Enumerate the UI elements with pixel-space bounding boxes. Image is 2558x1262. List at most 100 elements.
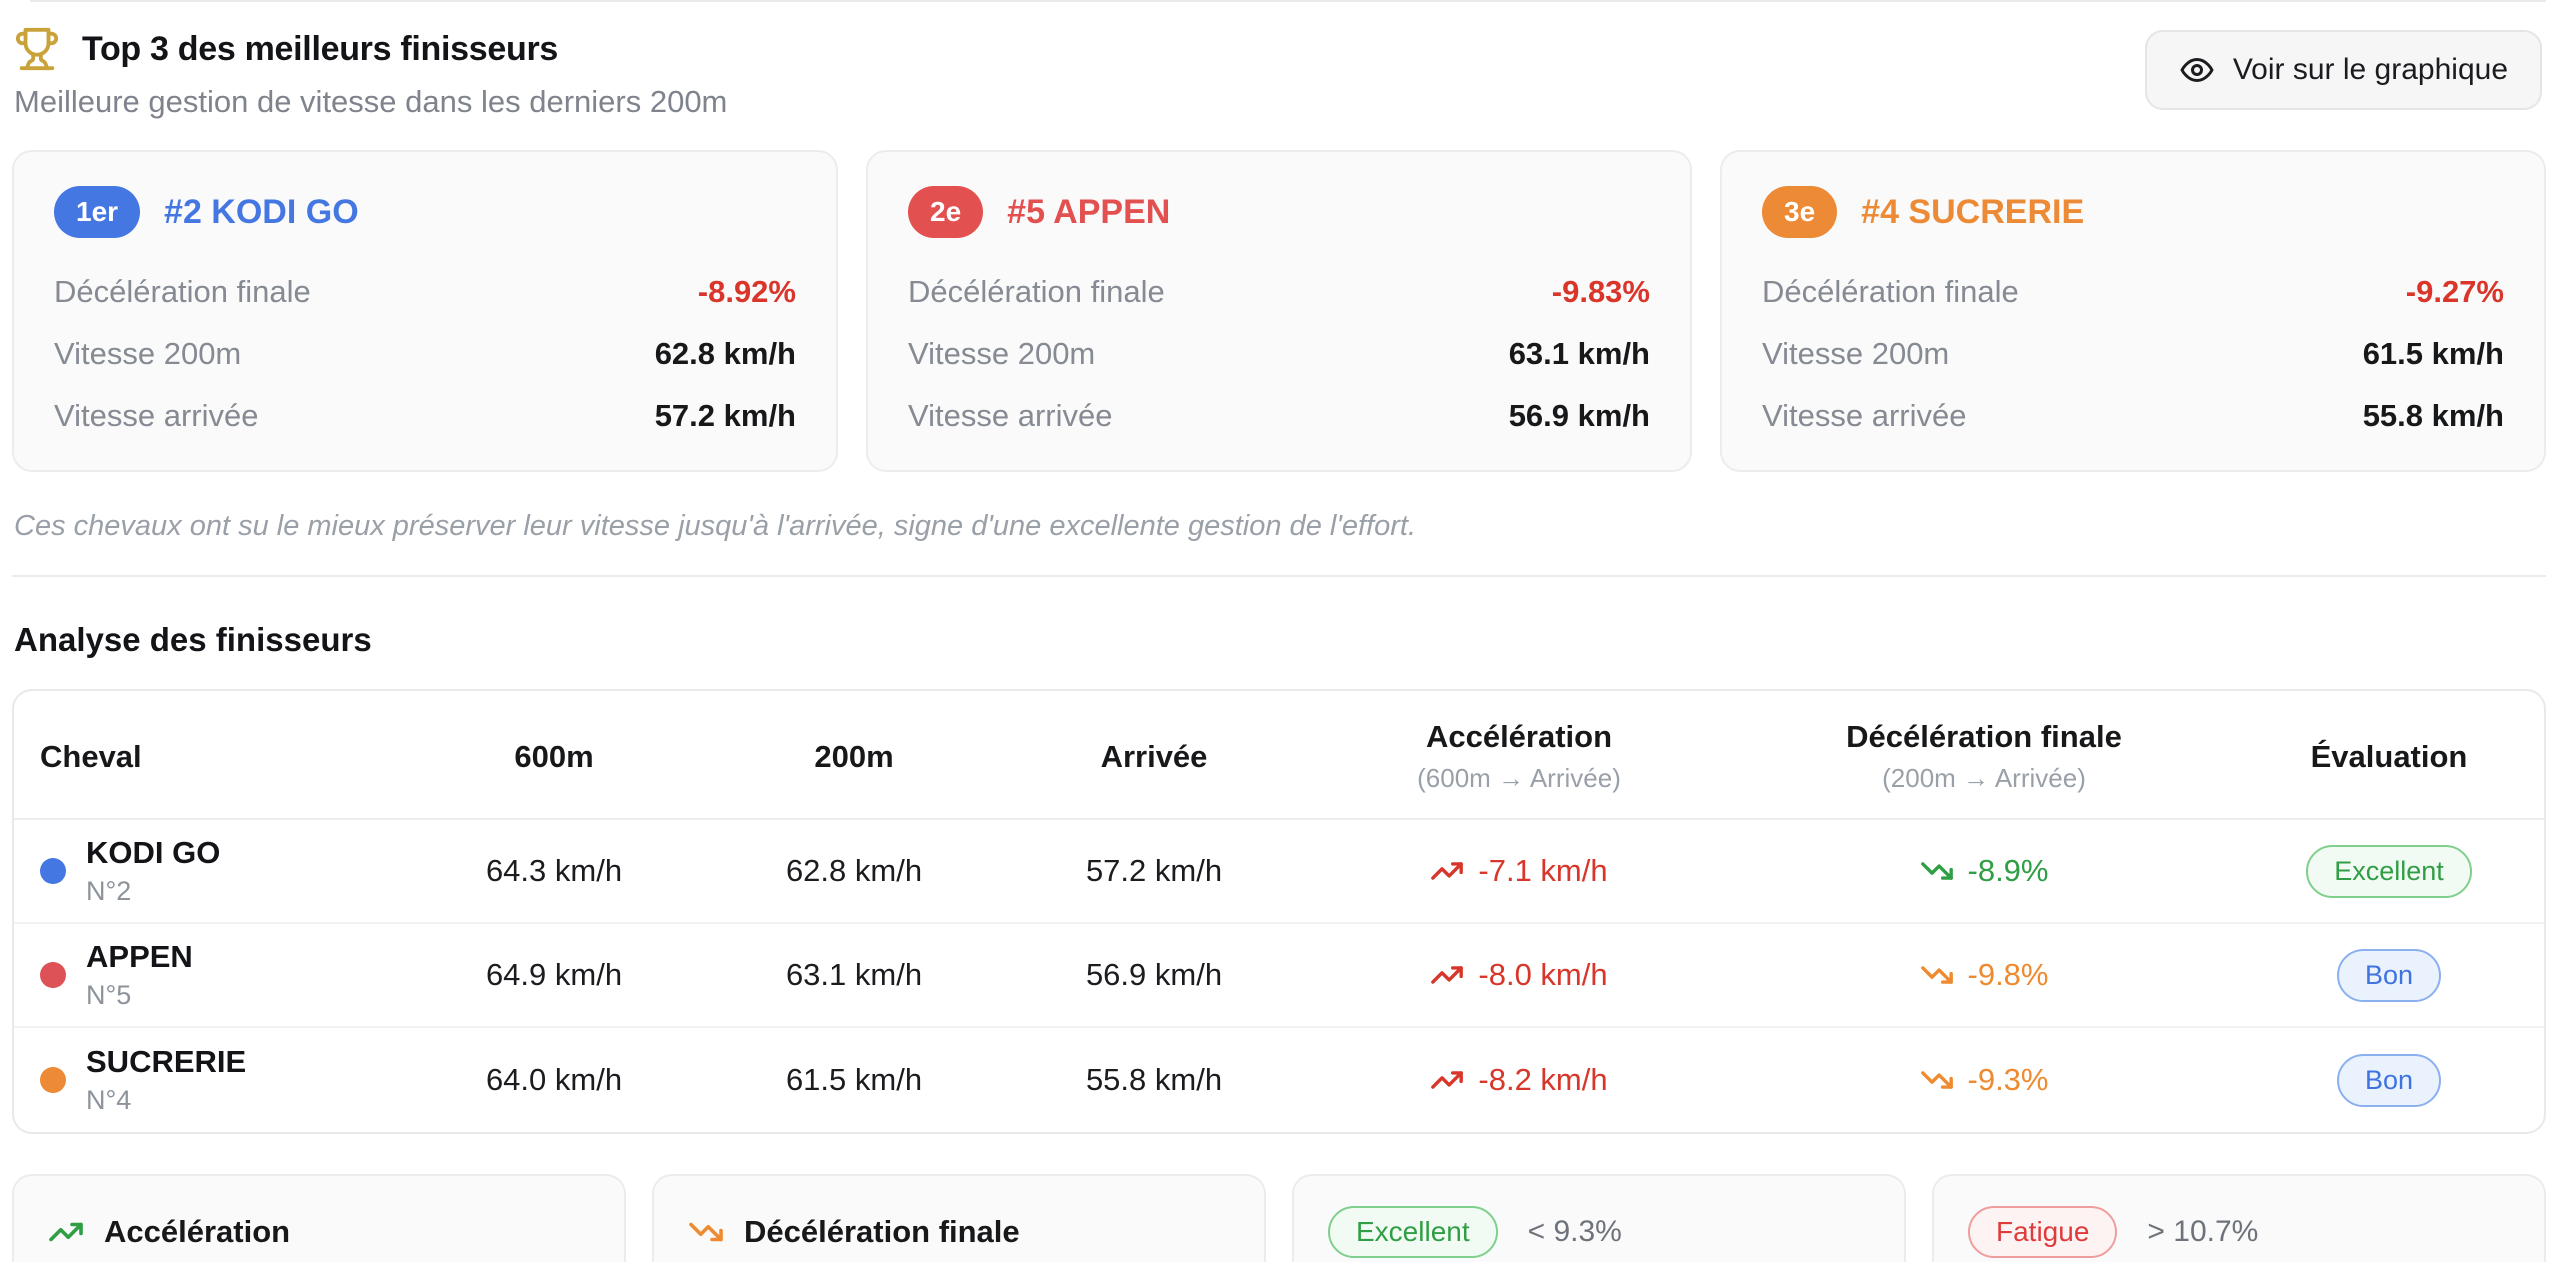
horse-number: N°2 [86,876,132,906]
page-subtitle: Meilleure gestion de vitesse dans les de… [14,84,728,119]
stat-label: Vitesse 200m [54,336,242,371]
cell-acceleration: -8.0 km/h [1304,957,1734,993]
legend-card-fatigue: Fatigue > 10.7% Perte de vitesse signifi… [1932,1174,2546,1262]
horse-number: N°5 [86,980,132,1010]
table-row-kodi-go: KODI GO N°2 64.3 km/h 62.8 km/h 57.2 km/… [14,820,2544,924]
stat-value: 61.5 km/h [2362,336,2504,371]
trending-up-icon [1431,862,1464,880]
stat-value: -9.83% [1551,274,1650,309]
finisher-card-1: 1er #2 KODI GO Décélération finale -8.92%… [12,150,838,472]
evaluation-badge: Bon [2336,1053,2442,1107]
legend-card-deceleration: Décélération finale Pourcentage de perte… [652,1174,1266,1262]
cell-deceleration: -9.3% [1734,1062,2234,1098]
stat-value: 62.8 km/h [654,336,796,371]
table-row-sucrerie: SUCRERIE N°4 64.0 km/h 61.5 km/h 55.8 km… [14,1028,2544,1132]
view-on-graph-button[interactable]: Voir sur le graphique [2144,30,2542,110]
legend-cards: Accélération Différence de vitesse entre… [12,1174,2546,1262]
table-row-appen: APPEN N°5 64.9 km/h 63.1 km/h 56.9 km/h … [14,924,2544,1028]
eye-icon [2180,58,2214,82]
cell-arrivee: 55.8 km/h [1085,1062,1223,1097]
rank-badge: 1er [54,186,141,238]
cell-deceleration: -9.8% [1734,957,2234,993]
stat-value: 63.1 km/h [1508,336,1650,371]
stat-label: Décélération finale [54,274,311,309]
rank-badge: 2e [908,186,984,238]
horse-name: SUCRERIE [86,1044,247,1079]
evaluation-badge: Bon [2336,948,2442,1002]
analysis-section-title: Analyse des finisseurs [14,621,372,658]
trending-down-icon [1920,966,1953,984]
evaluation-badge: Excellent [2306,844,2472,898]
column-header-200m: 200m [814,738,894,774]
horse-number: N°4 [86,1085,132,1115]
column-header-deceleration: Décélération finale (200m → Arrivée) [1734,719,2234,794]
cell-200m: 62.8 km/h [785,853,923,888]
legend-threshold: < 9.3% [1527,1215,1622,1248]
trending-up-icon [1431,1071,1464,1089]
stat-label: Décélération finale [908,274,1165,309]
header: Top 3 des meilleurs finisseurs Meilleure… [12,2,2546,120]
top-divider [30,0,2546,2]
trending-down-icon [689,1222,723,1242]
excellent-badge: Excellent [1328,1206,1498,1258]
stat-value: -8.92% [697,274,796,309]
trending-down-icon [1920,1071,1953,1089]
rank-badge: 3e [1762,186,1838,238]
stat-label: Vitesse arrivée [1762,398,1967,433]
column-header-evaluation: Évaluation [2310,738,2468,774]
cell-200m: 61.5 km/h [785,1062,923,1097]
table-header: Cheval 600m 200m Arrivée Accélération (6… [14,691,2544,820]
column-header-600m: 600m [514,738,594,774]
stat-value: -9.27% [2405,274,2504,309]
horse-color-dot [40,1067,66,1093]
column-header-acceleration: Accélération (600m → Arrivée) [1304,719,1734,794]
stat-label: Vitesse arrivée [54,398,259,433]
view-on-graph-label: Voir sur le graphique [2232,53,2508,86]
column-subheader-deceleration: (200m → Arrivée) [1882,763,2086,793]
trending-up-icon [49,1222,83,1242]
cell-acceleration: -7.1 km/h [1304,853,1734,889]
cell-acceleration: -8.2 km/h [1304,1062,1734,1098]
finisher-card-2: 2e #5 APPEN Décélération finale -9.83% Vi… [866,150,1692,472]
cell-200m: 63.1 km/h [785,957,923,992]
legend-title: Décélération finale [744,1214,1020,1249]
horse-color-dot [40,962,66,988]
horse-name: #5 APPEN [1007,192,1171,231]
horse-name: #4 SUCRERIE [1861,192,2085,231]
legend-card-acceleration: Accélération Différence de vitesse entre… [12,1174,626,1262]
horse-name: KODI GO [86,835,221,870]
column-subheader-acceleration: (600m → Arrivée) [1417,763,1621,793]
explanatory-note: Ces chevaux ont su le mieux préserver le… [14,510,1416,542]
horse-name: #2 KODI GO [164,192,359,231]
trending-down-icon [1920,862,1953,880]
column-header-arrivee: Arrivée [1100,738,1208,774]
cell-600m: 64.3 km/h [485,853,623,888]
cell-arrivee: 56.9 km/h [1085,957,1223,992]
stat-label: Vitesse arrivée [908,398,1113,433]
header-left: Top 3 des meilleurs finisseurs Meilleure… [14,26,727,120]
stat-value: 57.2 km/h [654,398,796,433]
cell-deceleration: -8.9% [1734,853,2234,889]
top3-cards: 1er #2 KODI GO Décélération finale -8.92%… [12,150,2546,472]
finishers-table: Cheval 600m 200m Arrivée Accélération (6… [12,689,2546,1134]
trophy-icon [15,27,59,71]
legend-threshold: > 10.7% [2147,1215,2259,1248]
page-title: Top 3 des meilleurs finisseurs [82,29,558,68]
section-divider [12,575,2546,577]
cell-600m: 64.0 km/h [485,1062,623,1097]
legend-title: Accélération [104,1214,291,1249]
trending-up-icon [1431,966,1464,984]
horse-name: APPEN [86,939,193,974]
legend-card-excellent: Excellent < 9.3% Le cheval a très bien m… [1292,1174,1906,1262]
stat-label: Vitesse 200m [908,336,1096,371]
stat-label: Vitesse 200m [1762,336,1950,371]
fatigue-badge: Fatigue [1968,1206,2118,1258]
cell-arrivee: 57.2 km/h [1085,853,1223,888]
finisher-card-3: 3e #4 SUCRERIE Décélération finale -9.27%… [1720,150,2546,472]
stat-label: Décélération finale [1762,274,2019,309]
column-header-cheval: Cheval [40,738,142,774]
stat-value: 55.8 km/h [2362,398,2504,433]
stat-value: 56.9 km/h [1508,398,1650,433]
cell-600m: 64.9 km/h [485,957,623,992]
